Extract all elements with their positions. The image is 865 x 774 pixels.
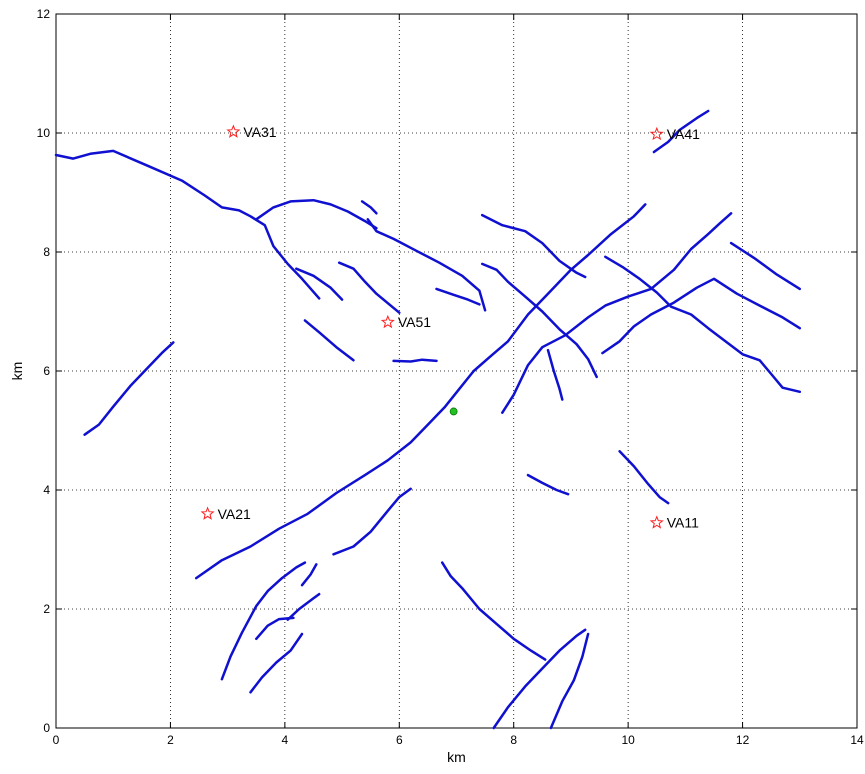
station-star-icon bbox=[649, 126, 664, 141]
axis-ticks: 0 2 4 6 8 10 12 14 0 2 4 6 8 10 12 bbox=[37, 7, 864, 747]
station-markers: VA31 VA41 VA51 VA21 VA11 bbox=[200, 124, 700, 531]
fault-line bbox=[601, 277, 802, 355]
fault-line bbox=[286, 592, 321, 621]
fault-line bbox=[480, 262, 598, 379]
y-tick-label: 4 bbox=[43, 483, 50, 497]
station-label: VA51 bbox=[398, 314, 431, 330]
epicenter-point bbox=[449, 407, 458, 416]
station-label: VA31 bbox=[243, 124, 276, 140]
fault-line bbox=[366, 218, 487, 312]
y-tick-label: 8 bbox=[43, 245, 50, 259]
x-tick-label: 0 bbox=[53, 733, 60, 747]
fault-line bbox=[492, 628, 587, 730]
station-star-icon bbox=[200, 506, 215, 520]
x-axis-label: km bbox=[447, 749, 466, 765]
station-label: VA41 bbox=[667, 126, 700, 142]
fault-line bbox=[392, 358, 438, 363]
fault-line bbox=[546, 348, 564, 401]
x-tick-label: 12 bbox=[736, 733, 750, 747]
y-tick-label: 2 bbox=[43, 602, 50, 616]
fault-line bbox=[501, 212, 733, 414]
fault-line bbox=[220, 561, 307, 681]
fault-line bbox=[360, 200, 378, 215]
station-star-icon bbox=[226, 124, 241, 138]
station-label: VA11 bbox=[667, 515, 699, 531]
epicenter-dot bbox=[449, 407, 458, 416]
x-tick-label: 2 bbox=[167, 733, 174, 747]
fault-line bbox=[440, 561, 547, 661]
fault-line bbox=[249, 632, 304, 694]
fault-line bbox=[300, 563, 318, 587]
fault-line bbox=[83, 341, 175, 436]
fault-line bbox=[435, 287, 481, 306]
x-tick-label: 6 bbox=[396, 733, 403, 747]
fault-line bbox=[549, 632, 590, 730]
station-label: VA21 bbox=[218, 506, 251, 522]
x-tick-label: 10 bbox=[621, 733, 635, 747]
y-tick-label: 12 bbox=[37, 7, 51, 21]
fault-line bbox=[332, 487, 412, 556]
fault-line bbox=[337, 261, 401, 314]
x-tick-label: 8 bbox=[510, 733, 517, 747]
fault-line bbox=[255, 198, 378, 230]
y-tick-label: 6 bbox=[43, 364, 50, 378]
fault-line bbox=[526, 473, 570, 496]
station-star-icon bbox=[380, 314, 395, 329]
fault-line bbox=[54, 149, 321, 300]
y-axis-label: km bbox=[9, 362, 25, 381]
fault-lines bbox=[54, 109, 802, 730]
fault-line bbox=[255, 616, 295, 641]
x-tick-label: 14 bbox=[850, 733, 864, 747]
fault-line bbox=[618, 450, 670, 505]
grid bbox=[56, 14, 857, 728]
fault-line bbox=[303, 319, 355, 362]
fault-line bbox=[295, 267, 344, 301]
fault-line bbox=[480, 213, 587, 279]
x-tick-label: 4 bbox=[282, 733, 289, 747]
y-tick-label: 10 bbox=[37, 126, 51, 140]
fault-line bbox=[729, 241, 802, 291]
station-star-icon bbox=[649, 515, 664, 529]
fault-line bbox=[604, 255, 802, 394]
fault-line bbox=[194, 203, 647, 580]
y-tick-label: 0 bbox=[43, 721, 50, 735]
fault-line bbox=[652, 109, 710, 154]
